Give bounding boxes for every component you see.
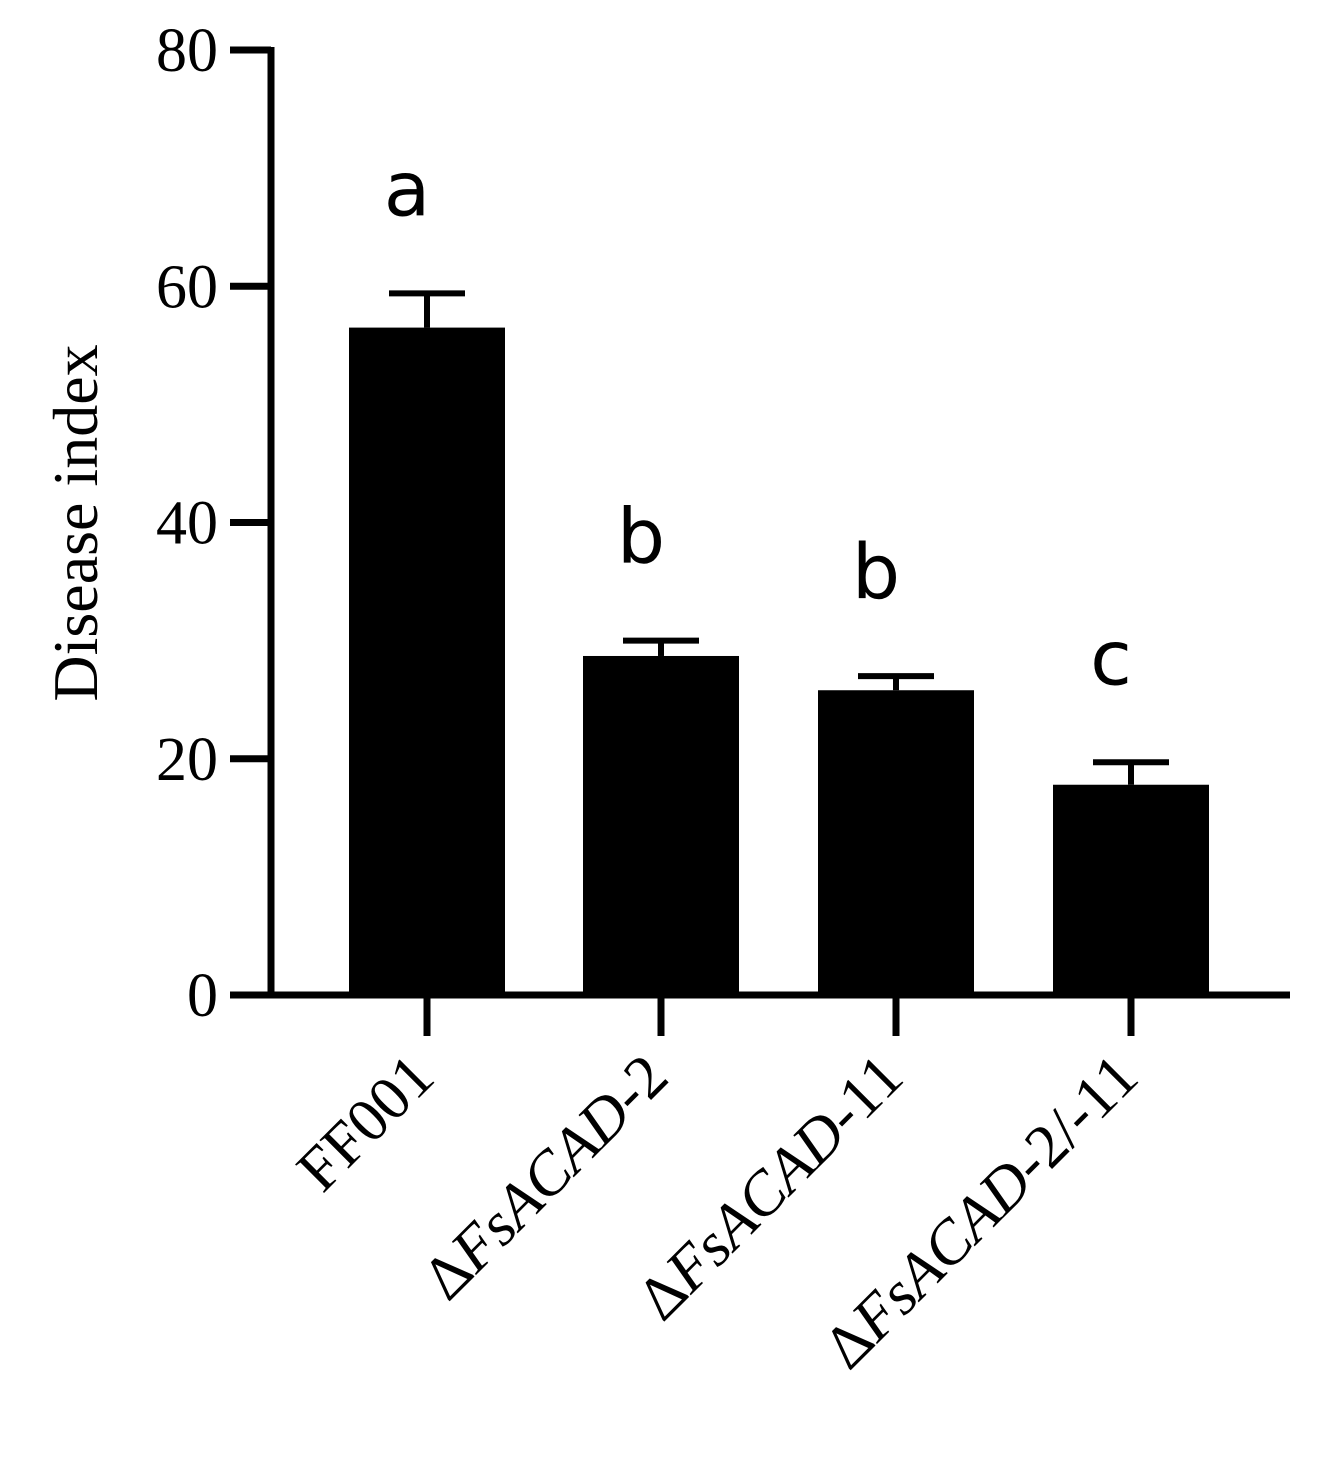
y-tick-label-4: 80 bbox=[156, 17, 218, 85]
bar-0 bbox=[349, 327, 505, 995]
y-axis-title: Disease index bbox=[40, 344, 111, 701]
y-tick-label-3: 60 bbox=[156, 253, 218, 321]
y-tick-label-2: 40 bbox=[156, 490, 218, 558]
significance-label-2: b bbox=[852, 527, 900, 616]
bar-3 bbox=[1053, 784, 1209, 995]
bar-2 bbox=[818, 690, 974, 995]
significance-label-0: a bbox=[384, 144, 431, 233]
axes-layer bbox=[230, 46, 1290, 1036]
y-tick-label-1: 20 bbox=[156, 726, 218, 794]
bars-layer bbox=[349, 290, 1209, 995]
y-tick-label-0: 0 bbox=[187, 962, 218, 1030]
bar-1 bbox=[583, 655, 739, 995]
significance-label-3: c bbox=[1090, 613, 1132, 702]
x-tick-label-0: FF001 bbox=[284, 1042, 447, 1205]
significance-label-1: b bbox=[617, 492, 665, 581]
